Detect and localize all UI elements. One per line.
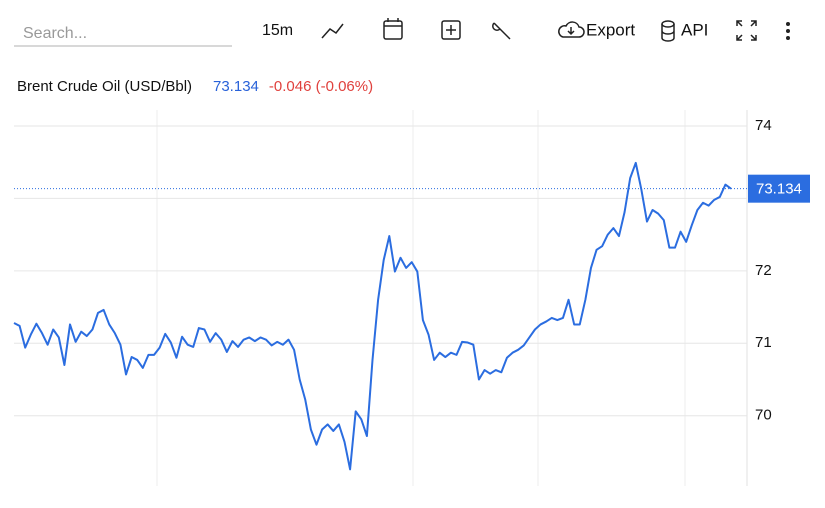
search-box[interactable]: Search... bbox=[14, 25, 232, 47]
price-change: -0.046 (-0.06%) bbox=[269, 78, 373, 95]
add-icon[interactable] bbox=[441, 20, 461, 40]
plot-area: 707172737473.134 bbox=[13, 117, 810, 471]
price-line bbox=[13, 161, 732, 471]
last-value-badge-label: 73.134 bbox=[756, 181, 802, 198]
interval-button[interactable]: 15m bbox=[262, 22, 293, 39]
more-menu[interactable] bbox=[786, 22, 790, 40]
calendar-icon[interactable] bbox=[383, 18, 403, 40]
search-placeholder: Search... bbox=[23, 25, 87, 42]
api-label: API bbox=[681, 20, 708, 39]
chart-type-icon[interactable] bbox=[321, 23, 344, 39]
y-tick-label: 71 bbox=[755, 334, 772, 351]
api-button[interactable]: API bbox=[661, 20, 708, 42]
time-grid bbox=[156, 110, 686, 486]
y-tick-label: 74 bbox=[755, 117, 772, 134]
y-tick-label: 70 bbox=[755, 407, 772, 424]
settings-icon[interactable] bbox=[492, 22, 511, 40]
chart-title: Brent Crude Oil (USD/Bbl) bbox=[17, 78, 192, 95]
export-button[interactable]: Export bbox=[558, 20, 636, 39]
last-value-badge bbox=[748, 174, 810, 203]
fullscreen-icon[interactable] bbox=[736, 20, 757, 41]
last-value: 73.134 bbox=[213, 78, 259, 95]
export-label: Export bbox=[586, 20, 635, 39]
y-tick-label: 72 bbox=[755, 262, 772, 279]
